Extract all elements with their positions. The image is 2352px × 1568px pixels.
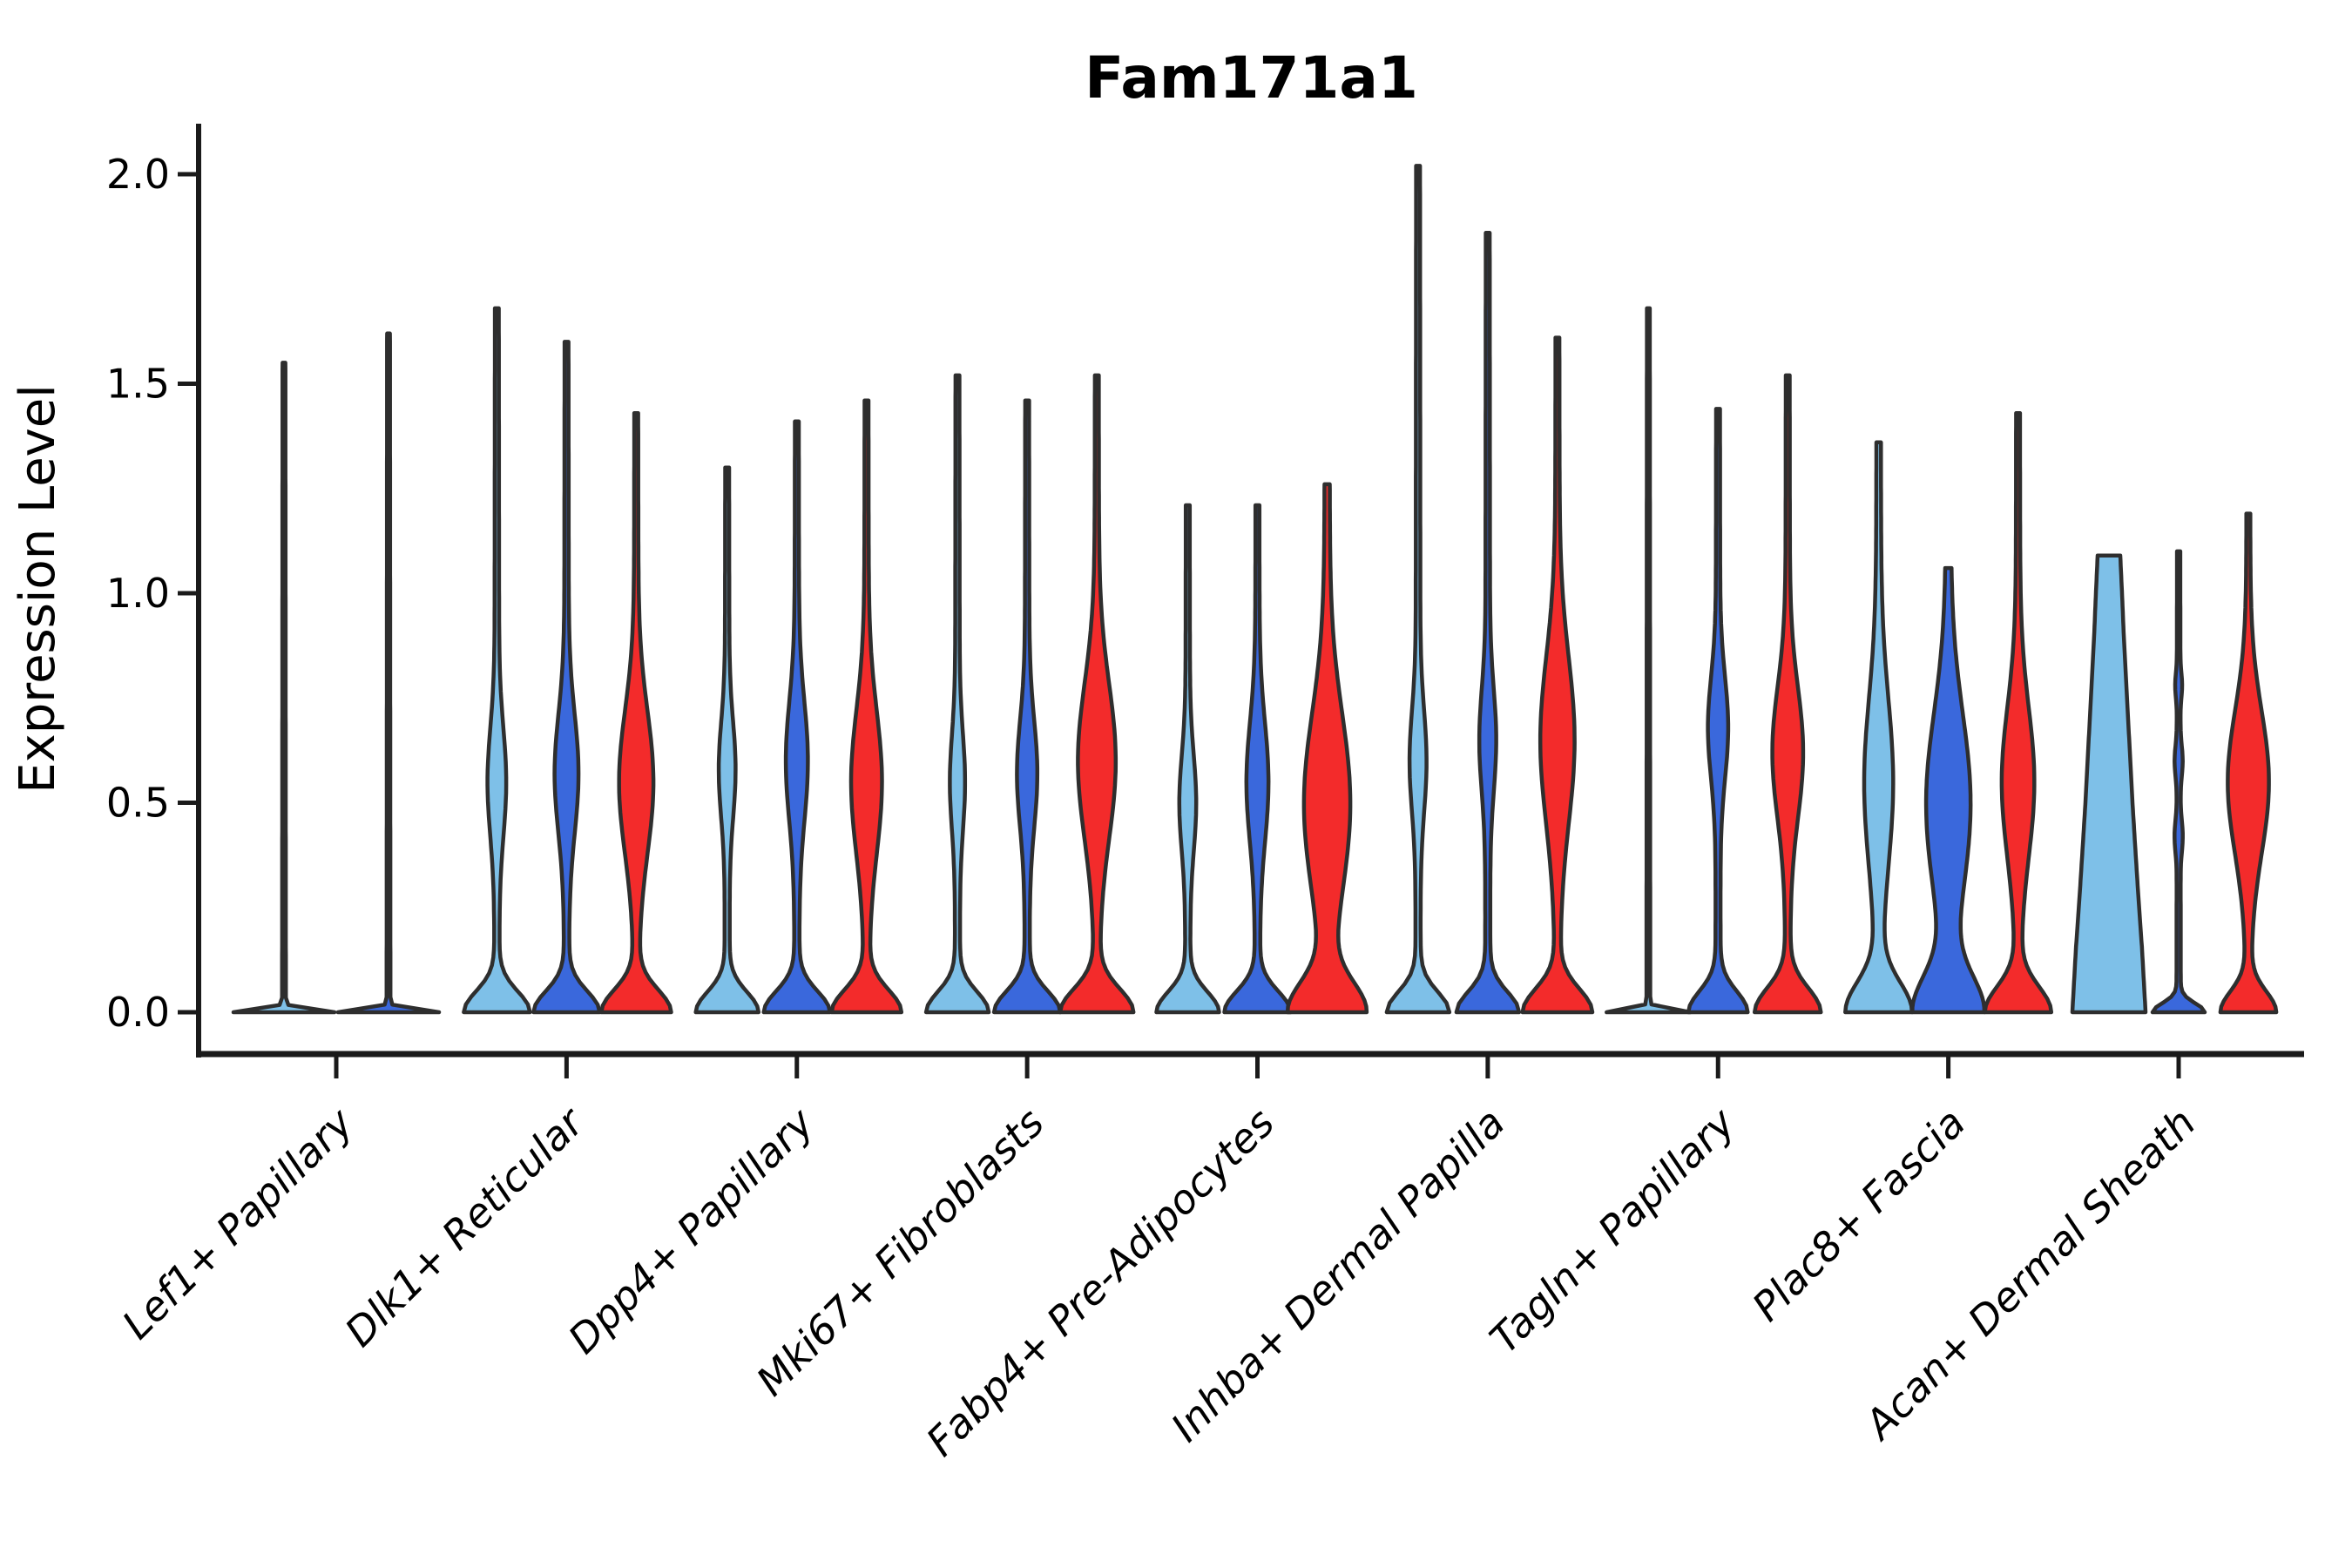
- x-tick-label: Tagln+ Papillary: [1481, 1098, 1745, 1362]
- violin-dpp4-light-blue: [693, 465, 761, 1015]
- chart-title: Fam171a1: [1085, 44, 1418, 112]
- violin-mki67-dark-blue: [991, 398, 1063, 1015]
- violin-mki67-light-blue: [923, 373, 991, 1015]
- violin-fabp4-dark-blue: [1222, 503, 1293, 1015]
- violin-acan-red: [2218, 511, 2279, 1015]
- violin-tagln-dark-blue: [1686, 407, 1750, 1015]
- violin-acan-light-blue: [2070, 553, 2148, 1015]
- violin-dlk1-dark-blue: [531, 340, 602, 1015]
- violin-mki67-red: [1058, 373, 1136, 1015]
- y-tick-label: 0.5: [106, 780, 170, 827]
- violin-tagln-light-blue: [1605, 306, 1693, 1015]
- y-tick-label: 1.5: [106, 361, 170, 408]
- violin-plac8-dark-blue: [1910, 565, 1987, 1015]
- x-tick-label: Dpp4+ Papillary: [559, 1098, 823, 1362]
- y-axis-label: Expression Level: [10, 384, 66, 794]
- violin-lef1-light-blue: [231, 361, 337, 1015]
- x-tick-label: Plac8+ Fascia: [1743, 1099, 1974, 1330]
- y-tick-label: 0.0: [106, 989, 170, 1036]
- violin-dpp4-dark-blue: [761, 419, 833, 1015]
- y-tick-label: 1.0: [106, 570, 170, 617]
- violin-fabp4-light-blue: [1154, 503, 1221, 1015]
- violin-inhba-red: [1520, 335, 1595, 1015]
- violin-dlk1-red: [599, 410, 673, 1015]
- violin-fabp4-red: [1285, 482, 1369, 1015]
- violin-plac8-light-blue: [1843, 440, 1915, 1015]
- violin-acan-dark-blue: [2150, 549, 2207, 1015]
- violin-inhba-light-blue: [1384, 164, 1452, 1015]
- violin-plac8-red: [1983, 410, 2054, 1015]
- y-tick-label: 2.0: [106, 151, 170, 198]
- violin-inhba-dark-blue: [1454, 231, 1522, 1015]
- violin-dlk1-light-blue: [462, 306, 532, 1015]
- violin-tagln-red: [1752, 373, 1823, 1015]
- x-tick-label: Lef1+ Papillary: [113, 1098, 362, 1348]
- violin-dpp4-red: [829, 398, 904, 1015]
- violin-lef1-dark-blue: [335, 331, 442, 1015]
- x-tick-label: Dlk1+ Reticular: [336, 1097, 595, 1355]
